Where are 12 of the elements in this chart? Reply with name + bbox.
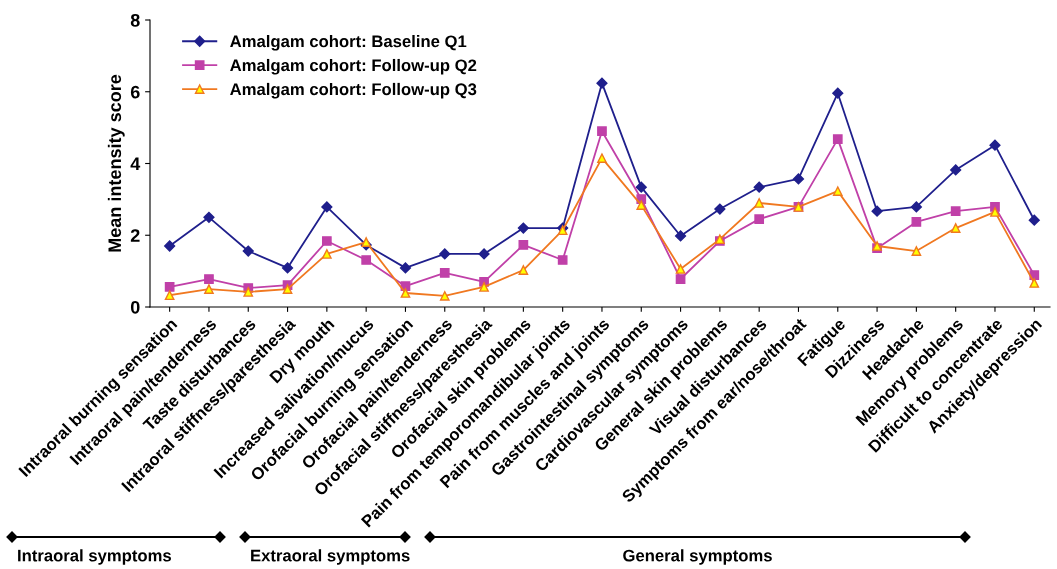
legend-label: Amalgam cohort: Follow-up Q3 (230, 82, 477, 99)
y-tick-label: 2 (130, 229, 140, 242)
y-tick-label: 6 (130, 85, 140, 99)
text: Extraoral symptoms (251, 549, 410, 565)
text: General symptoms (623, 549, 772, 565)
legend-label: Amalgam cohort: Baseline Q1 (230, 35, 467, 51)
text: Intraoral symptoms (18, 549, 171, 565)
y-tick-label: 8 (130, 13, 140, 27)
legend-label: Amalgam cohort: Follow-up Q2 (230, 58, 477, 75)
y-tick-label: 0 (130, 300, 140, 314)
y-tick-label: 4 (130, 157, 141, 171)
y-axis-title: Mean intensity score (107, 74, 125, 252)
